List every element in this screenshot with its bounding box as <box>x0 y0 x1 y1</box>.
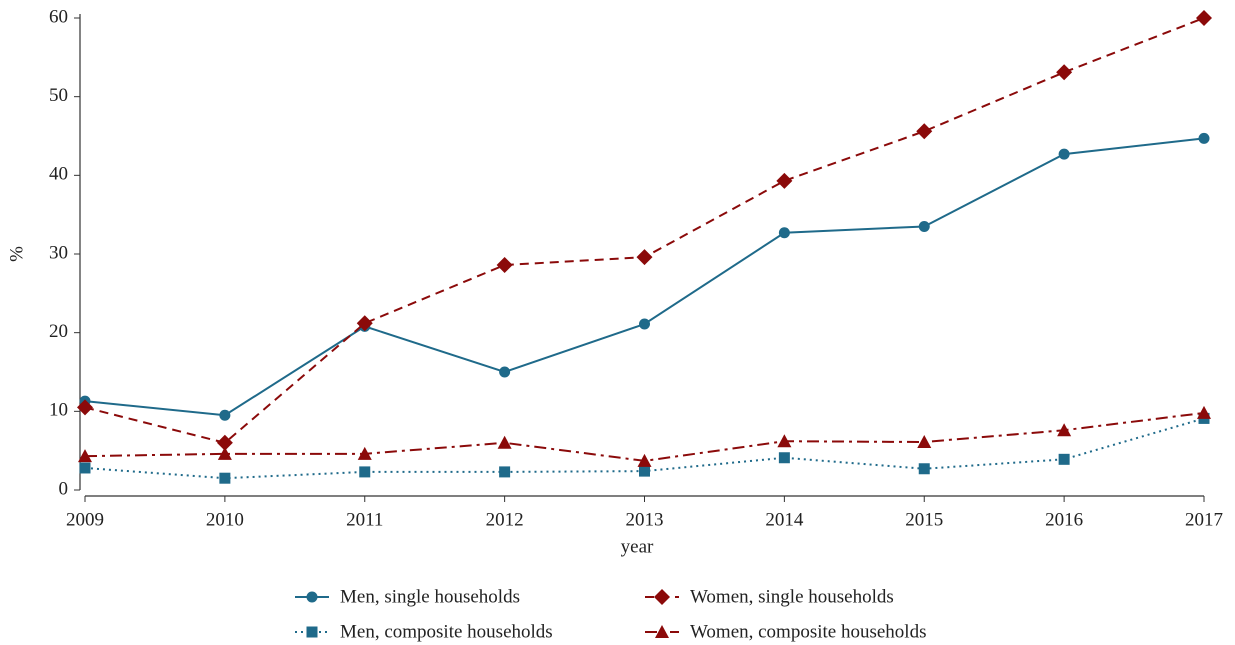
x-tick-label: 2016 <box>1045 509 1083 530</box>
legend-label: Women, composite households <box>690 621 926 642</box>
y-tick-label: 10 <box>49 400 68 421</box>
legend-marker <box>654 589 670 605</box>
series-line <box>84 417 1205 480</box>
data-point <box>219 472 231 484</box>
data-point <box>356 315 373 332</box>
y-tick-label: 40 <box>49 164 68 185</box>
data-point <box>496 257 513 274</box>
y-tick-label: 60 <box>49 6 68 27</box>
legend-label: Men, single households <box>340 586 520 607</box>
data-point <box>499 466 511 478</box>
x-tick-label: 2009 <box>66 509 104 530</box>
data-point <box>637 453 652 467</box>
data-point <box>918 463 930 475</box>
x-tick-label: 2013 <box>626 509 664 530</box>
data-point <box>1058 148 1070 160</box>
data-point <box>639 465 650 477</box>
data-point <box>79 462 91 474</box>
data-point <box>1196 10 1212 26</box>
data-point <box>917 435 932 449</box>
data-point <box>217 446 232 460</box>
data-point <box>916 123 933 140</box>
data-point <box>78 449 92 463</box>
data-point <box>778 227 790 239</box>
x-tick-label: 2010 <box>206 509 244 530</box>
legend-label: Men, composite households <box>340 621 553 642</box>
x-tick-label: 2015 <box>905 509 943 530</box>
data-point <box>216 434 233 451</box>
y-tick-label: 20 <box>49 321 68 342</box>
x-tick-label: 2012 <box>486 509 524 530</box>
data-point <box>636 249 653 266</box>
y-axis-label: % <box>6 246 27 262</box>
data-point <box>357 446 372 460</box>
y-tick-label: 50 <box>49 85 68 106</box>
data-point <box>1198 132 1210 144</box>
data-point <box>1056 64 1073 81</box>
series-line <box>84 17 1205 444</box>
legend-label: Women, single households <box>690 586 894 607</box>
y-tick-label: 30 <box>49 242 68 263</box>
data-point <box>639 318 650 330</box>
x-tick-label: 2011 <box>346 509 383 530</box>
data-point <box>1058 453 1070 465</box>
x-axis-label: year <box>621 536 654 557</box>
data-point <box>1057 423 1072 437</box>
series-line <box>84 137 1205 417</box>
legend-marker <box>306 591 318 603</box>
data-point <box>499 366 511 378</box>
data-point <box>359 466 371 478</box>
data-point <box>776 172 793 189</box>
legend-marker <box>655 625 669 638</box>
data-point <box>219 409 231 421</box>
data-point <box>777 434 792 448</box>
data-point <box>497 435 512 449</box>
y-tick-label: 0 <box>59 478 69 499</box>
data-point <box>778 452 790 464</box>
data-point <box>77 399 93 416</box>
data-point <box>1197 405 1211 419</box>
data-point <box>918 220 930 232</box>
x-tick-label: 2014 <box>765 509 804 530</box>
legend-marker <box>306 626 318 638</box>
x-tick-label: 2017 <box>1185 509 1223 530</box>
